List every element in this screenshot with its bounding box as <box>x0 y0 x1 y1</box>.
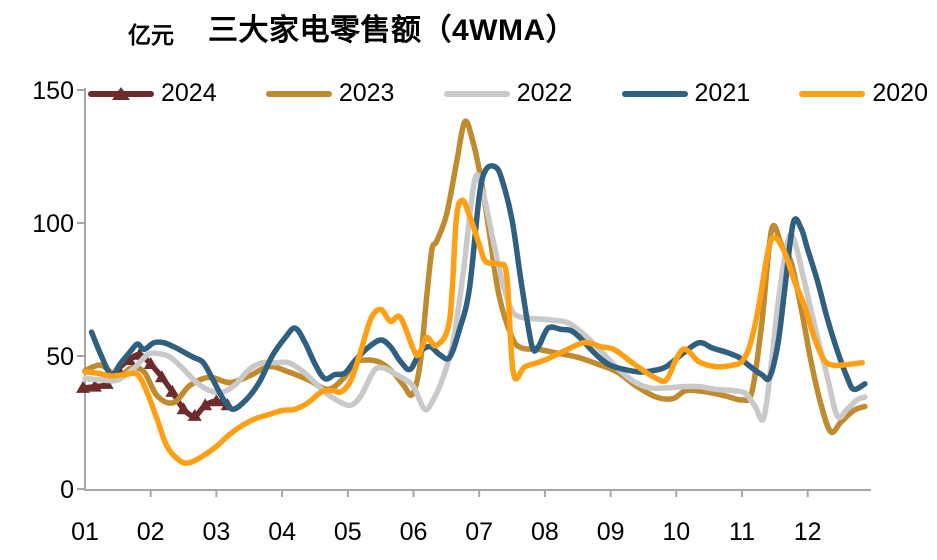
series-marker-triangle-2024 <box>187 408 202 421</box>
legend-line-swatch <box>443 90 510 97</box>
legend-line-swatch <box>799 90 866 97</box>
chart-title: 三大家电零售额（4WMA） <box>208 14 577 47</box>
y-tick-label: 0 <box>60 476 74 504</box>
legend-label: 2022 <box>516 79 573 107</box>
legend-line-swatch <box>88 86 154 100</box>
series-marker-triangle-2024 <box>143 357 158 369</box>
legend-line-swatch <box>621 90 688 97</box>
series-line-2021 <box>88 163 868 412</box>
legend-label: 2021 <box>694 79 751 107</box>
x-tick-label: 06 <box>400 518 428 546</box>
axes: 0 50 100 150 01 02 03 04 05 06 07 08 09 10 11 12 <box>32 77 871 546</box>
series-marker-triangle-2024 <box>87 379 102 392</box>
legend-item-2023: 2023 <box>265 79 395 107</box>
series-marker-triangle-2024 <box>209 394 224 407</box>
series-marker-triangle-2024 <box>176 402 191 415</box>
x-tick-label: 12 <box>794 518 822 546</box>
legend-label: 2024 <box>161 79 217 107</box>
series-marker-triangle-2024 <box>154 370 169 383</box>
legend-item-2021: 2021 <box>621 79 751 107</box>
x-tick-label: 10 <box>662 518 690 546</box>
y-tick-label: 150 <box>32 77 74 105</box>
legend-line-swatch <box>265 90 332 97</box>
x-tick-label: 11 <box>729 518 755 546</box>
x-tick-label: 03 <box>202 518 230 546</box>
x-tick-label: 07 <box>465 518 493 546</box>
legend-label: 2020 <box>872 79 928 107</box>
x-tick-label: 08 <box>531 518 559 546</box>
series-marker-triangle-2024 <box>198 398 213 411</box>
x-tick-label: 09 <box>597 518 625 546</box>
legend-triangle-marker-icon <box>112 86 130 100</box>
series-marker-triangle-2024 <box>122 353 136 365</box>
unit-label: 亿元 <box>128 22 174 48</box>
x-tick-label: 02 <box>137 518 165 546</box>
x-tick-label: 01 <box>71 518 99 546</box>
series-line-2023 <box>82 118 868 436</box>
series-marker-triangle-2024 <box>76 380 90 393</box>
y-tick-label: 100 <box>32 210 74 238</box>
legend-item-2024: 2024 <box>88 81 217 106</box>
legend: 2024 2023 2022 2021 2020 <box>88 81 928 106</box>
series-line-2022 <box>82 172 868 423</box>
legend-label: 2023 <box>338 79 395 107</box>
x-tick-label: 04 <box>268 518 296 546</box>
x-tick-label: 05 <box>334 518 362 546</box>
legend-item-2022: 2022 <box>443 79 573 107</box>
series-line-2020 <box>82 197 865 466</box>
series-marker-triangle-2024 <box>165 384 180 397</box>
y-tick-label: 50 <box>46 343 74 371</box>
legend-item-2020: 2020 <box>799 81 928 106</box>
